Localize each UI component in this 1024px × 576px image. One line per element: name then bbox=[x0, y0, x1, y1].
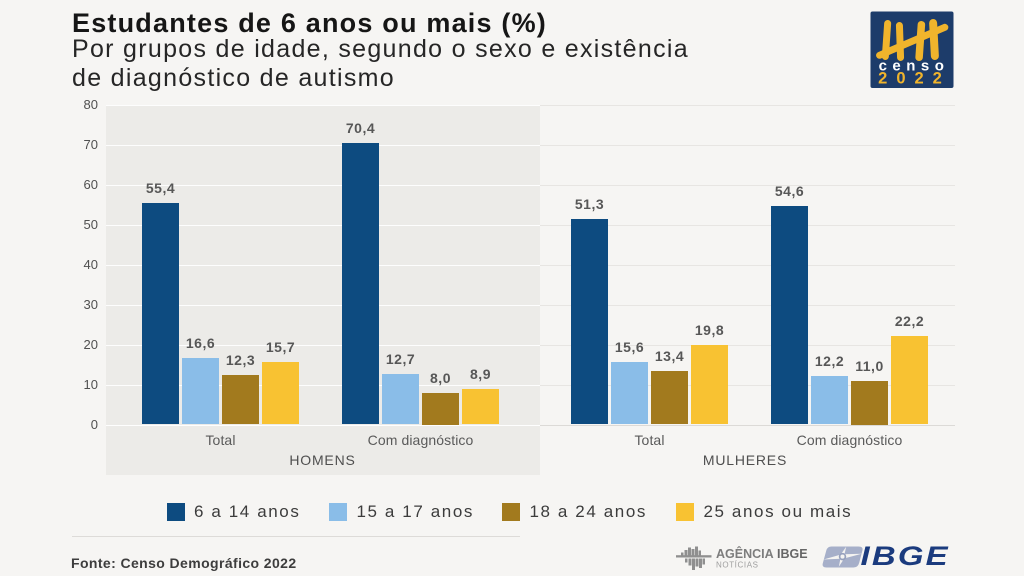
svg-text:NOTÍCIAS: NOTÍCIAS bbox=[716, 561, 759, 570]
svg-text:IBGE: IBGE bbox=[777, 547, 808, 561]
svg-text:2022: 2022 bbox=[878, 70, 951, 88]
svg-text:AGÊNCIA: AGÊNCIA bbox=[716, 546, 774, 561]
svg-text:censo: censo bbox=[879, 58, 950, 75]
svg-text:IBGE: IBGE bbox=[861, 543, 950, 570]
